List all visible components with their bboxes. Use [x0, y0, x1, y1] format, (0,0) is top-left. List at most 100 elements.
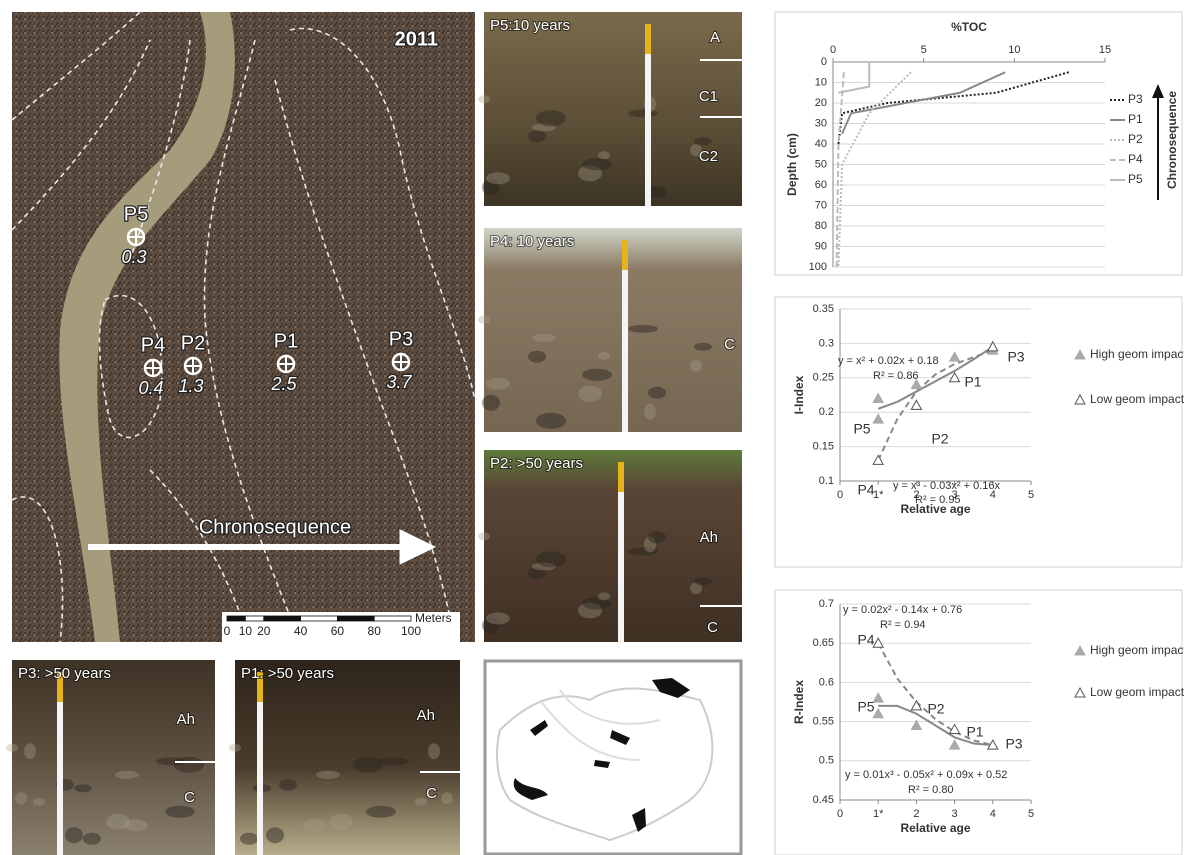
photo-stone — [486, 378, 510, 390]
stick-top — [645, 24, 651, 54]
photo-title: P5:10 years — [490, 17, 570, 34]
horizon-label: C — [426, 785, 437, 802]
photo-stone — [15, 792, 27, 804]
scale-segment — [264, 616, 301, 621]
x-tick-label: 5 — [921, 44, 927, 56]
photo-stone — [482, 395, 500, 411]
x-tick-label: 4 — [990, 808, 996, 820]
x-tick-label: 5 — [1028, 489, 1034, 501]
legend-label: High geom impact — [1090, 643, 1184, 657]
photo-stone — [536, 110, 566, 126]
site-value: 2.5 — [270, 374, 297, 394]
y-tick-label: 100 — [809, 261, 827, 273]
photo-stone — [266, 827, 284, 843]
photo-stone — [528, 351, 546, 363]
stick-top — [622, 240, 628, 270]
scale-tick-label: 40 — [294, 624, 308, 638]
y-axis-title: I-Index — [792, 375, 806, 414]
photo-stone — [528, 130, 546, 142]
fit-r2: R² = 0.94 — [880, 619, 926, 631]
photo-title: P3: >50 years — [18, 665, 111, 682]
fit-r2: R² = 0.80 — [908, 784, 954, 796]
body: { "map": { "year": 2011, "points": [ {"l… — [0, 0, 1184, 855]
photo-stone — [441, 792, 453, 804]
scale-segment — [227, 616, 245, 621]
chart-frame — [775, 297, 1182, 567]
photo-stone — [33, 798, 45, 806]
photo-stone — [582, 158, 612, 170]
fit-equation: y = 0.01x³ - 0.05x² + 0.09x + 0.52 — [845, 769, 1007, 781]
horizon-label: C2 — [699, 148, 718, 165]
legend-label: P2 — [1128, 132, 1143, 146]
x-tick-label: 2 — [913, 808, 919, 820]
scale-segment — [245, 616, 263, 621]
legend-label: P4 — [1128, 152, 1143, 166]
y-tick-label: 0.65 — [813, 637, 834, 649]
y-tick-label: 0.6 — [819, 676, 834, 688]
y-tick-label: 10 — [815, 76, 827, 88]
fit-equation: y = 0.02x² - 0.14x + 0.76 — [843, 604, 962, 616]
horizon-label: C1 — [699, 88, 718, 105]
photo-stone — [578, 386, 602, 402]
scale-tick-label: 10 — [239, 624, 253, 638]
point-label: P4 — [857, 482, 874, 498]
point-label: P5 — [857, 699, 874, 715]
photo-title: P2: >50 years — [490, 455, 583, 472]
site-label: P3 — [389, 328, 413, 350]
horizon-label: Ah — [177, 711, 195, 728]
site-label: P1 — [274, 330, 298, 352]
inset-map — [485, 661, 741, 854]
stick-top — [618, 462, 624, 492]
photo-stone — [240, 833, 258, 845]
point-label: P4 — [857, 632, 874, 648]
photo-stone — [6, 744, 18, 752]
photo-stone — [644, 404, 656, 420]
y-tick-label: 0.35 — [813, 303, 834, 315]
fit-equation: y = x² + 0.02x + 0.18 — [838, 355, 939, 367]
photo-stone — [24, 743, 36, 759]
photo-stone — [478, 532, 490, 540]
aerial-map: 2011P50.3P40.4P21.3P12.5P33.7Chronoseque… — [12, 12, 475, 642]
y-tick-label: 70 — [815, 199, 827, 211]
scale-tick-label: 100 — [401, 624, 421, 638]
soil-photo — [484, 12, 742, 206]
point-label: P3 — [1007, 349, 1024, 365]
legend-label: Low geom impact — [1090, 685, 1184, 699]
photo-stone — [598, 352, 610, 360]
y-tick-label: 80 — [815, 220, 827, 232]
y-tick-label: 90 — [815, 240, 827, 252]
y-tick-label: 0.25 — [813, 372, 834, 384]
photo-stone — [303, 819, 327, 831]
y-tick-label: 0 — [821, 56, 827, 68]
figure: 2011P50.3P40.4P21.3P12.5P33.7Chronoseque… — [0, 0, 1184, 855]
soil-photo — [484, 450, 742, 642]
legend-label: High geom impact — [1090, 347, 1184, 361]
photo-stone — [165, 806, 195, 818]
scale-segment — [374, 616, 411, 621]
y-tick-label: 30 — [815, 117, 827, 129]
x-tick-label: 5 — [1028, 808, 1034, 820]
photo-stone — [74, 784, 92, 792]
chart-title: %TOC — [951, 20, 987, 34]
photo-stone — [83, 833, 101, 845]
site-label: P4 — [141, 334, 165, 356]
x-tick-label: 10 — [1008, 44, 1020, 56]
photo-stone — [65, 827, 83, 843]
y-tick-label: 0.7 — [819, 598, 834, 610]
photo-title: P1: >50 years — [241, 665, 334, 682]
site-value: 3.7 — [386, 372, 412, 392]
photo-stone — [428, 743, 440, 759]
y-tick-label: 0.1 — [819, 475, 834, 487]
photo-stone — [353, 757, 383, 773]
horizon-label: Ah — [417, 707, 435, 724]
legend-label: P3 — [1128, 92, 1143, 106]
y-tick-label: 0.55 — [813, 716, 834, 728]
scale-tick-label: 20 — [257, 624, 271, 638]
site-label: P2 — [181, 332, 205, 354]
point-label: P3 — [1005, 736, 1022, 752]
x-tick-label: 0 — [837, 808, 843, 820]
scale-segment — [301, 616, 338, 621]
photo-stone — [690, 360, 702, 372]
point-label: P5 — [853, 421, 870, 437]
